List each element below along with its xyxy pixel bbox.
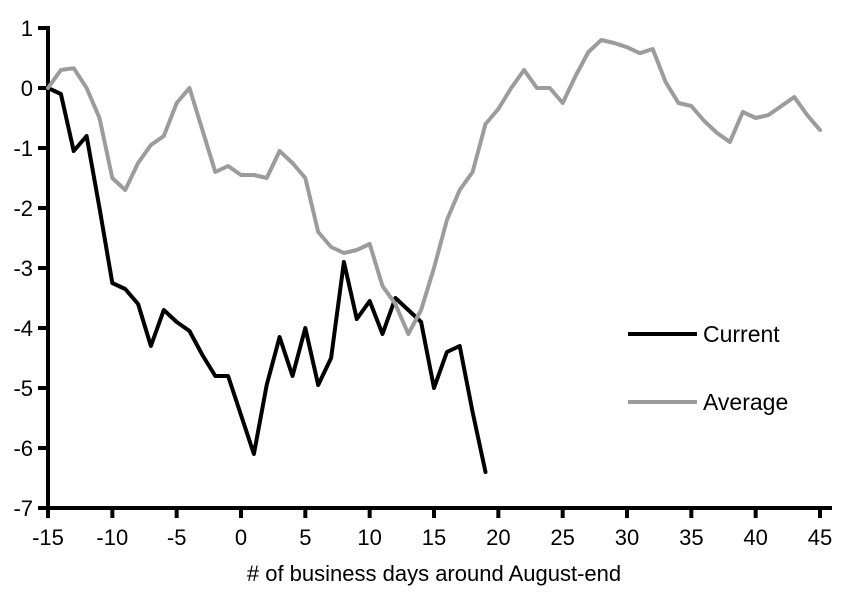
x-tick-label: 35 bbox=[679, 525, 703, 550]
y-tick-label: 0 bbox=[21, 76, 33, 101]
x-tick-label: 20 bbox=[486, 525, 510, 550]
x-tick-label: 45 bbox=[808, 525, 832, 550]
x-tick-label: 40 bbox=[743, 525, 767, 550]
x-tick-label: -5 bbox=[167, 525, 187, 550]
legend: Current Average bbox=[628, 321, 788, 415]
plot-area: 10-1-2-3-4-5-6-7-15 -10 -5 0 5 10 15 20 25 30 35 40… bbox=[13, 16, 832, 550]
x-tick-label: 10 bbox=[357, 525, 381, 550]
x-tick-label: 15 bbox=[422, 525, 446, 550]
x-axis-title: # of business days around August-end bbox=[247, 561, 621, 586]
y-tick-label: -3 bbox=[13, 256, 33, 281]
y-tick-label: -4 bbox=[13, 316, 33, 341]
x-tick-label: 25 bbox=[550, 525, 574, 550]
y-tick-label: -5 bbox=[13, 376, 33, 401]
legend-label-average: Average bbox=[703, 389, 788, 415]
series-line-average bbox=[46, 38, 822, 336]
series-line-current bbox=[46, 86, 488, 474]
y-tick-label: -2 bbox=[13, 196, 33, 221]
x-tick-label: 30 bbox=[615, 525, 639, 550]
y-tick-label: -7 bbox=[13, 496, 33, 521]
x-tick-label: 0 bbox=[235, 525, 247, 550]
y-tick-label: -1 bbox=[13, 136, 33, 161]
x-tick-label: 5 bbox=[299, 525, 311, 550]
x-tick-label: -10 bbox=[96, 525, 128, 550]
y-tick-label: 1 bbox=[21, 16, 33, 41]
x-tick-label: -15 bbox=[32, 525, 64, 550]
legend-label-current: Current bbox=[703, 321, 780, 347]
y-tick-label: -6 bbox=[13, 436, 33, 461]
